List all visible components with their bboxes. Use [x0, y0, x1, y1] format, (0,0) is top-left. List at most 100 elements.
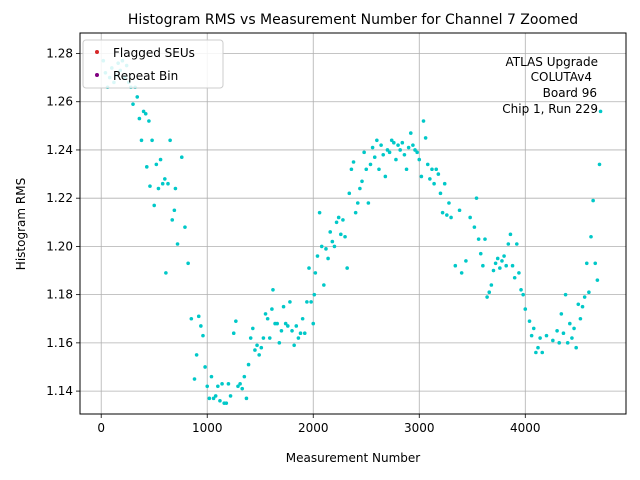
data-point — [311, 321, 316, 326]
data-point — [481, 263, 485, 268]
data-point — [491, 268, 496, 273]
data-point — [400, 140, 405, 145]
data-point — [364, 167, 369, 172]
data-point — [368, 162, 373, 167]
data-point — [561, 331, 566, 336]
data-point — [381, 152, 386, 157]
data-point — [536, 345, 540, 350]
data-point — [379, 143, 383, 147]
data-point — [483, 237, 487, 241]
data-point — [168, 138, 172, 143]
data-point — [392, 140, 396, 145]
data-point — [415, 150, 419, 155]
data-point — [141, 109, 146, 114]
data-point — [290, 329, 294, 333]
data-point — [248, 336, 253, 340]
data-point — [309, 300, 313, 304]
data-point — [406, 145, 411, 150]
data-point — [154, 162, 159, 167]
annotation-line-1: ATLAS Upgrade — [505, 55, 598, 69]
data-point — [504, 263, 509, 268]
data-point — [300, 316, 305, 321]
annotation-line-2: COLUTAv4 — [531, 70, 592, 84]
data-point — [358, 186, 362, 191]
data-point — [531, 326, 536, 331]
data-point — [521, 292, 525, 297]
data-point — [207, 396, 212, 401]
plot-frame — [79, 32, 627, 415]
data-point — [568, 321, 572, 326]
data-point — [255, 343, 259, 348]
data-point — [442, 181, 447, 186]
data-point — [355, 201, 360, 205]
data-point — [387, 150, 392, 155]
annotation-line-4: Chip 1, Run 229 — [502, 102, 598, 116]
data-point — [519, 288, 523, 292]
data-point — [322, 283, 326, 287]
data-point — [472, 225, 477, 229]
data-point — [226, 382, 231, 386]
data-point — [510, 263, 515, 268]
data-point — [464, 259, 468, 263]
data-point — [584, 261, 589, 266]
data-point — [408, 131, 413, 135]
data-point — [283, 321, 288, 326]
data-point — [326, 256, 330, 261]
data-point — [257, 353, 261, 357]
data-point — [144, 165, 149, 169]
data-point — [259, 345, 264, 350]
x-tick-label: 2000 — [298, 421, 329, 435]
data-point — [236, 384, 240, 389]
data-point — [529, 333, 534, 338]
data-point — [302, 331, 307, 336]
data-point — [275, 321, 280, 326]
y-tick-label: 1.14 — [46, 384, 73, 398]
data-point — [158, 157, 163, 162]
data-point — [332, 244, 337, 249]
data-point — [160, 181, 165, 186]
data-point — [396, 143, 400, 147]
data-point — [296, 336, 301, 340]
data-point — [238, 382, 242, 386]
legend-marker-repeat-bin — [95, 73, 99, 77]
data-point — [591, 198, 595, 203]
data-point — [189, 316, 194, 321]
run-annotation: ATLAS Upgrade COLUTAv4 Board 96 Chip 1, … — [502, 55, 598, 116]
y-tick-label: 1.18 — [46, 288, 73, 302]
data-point — [216, 384, 220, 389]
data-point — [286, 324, 290, 328]
data-point — [555, 329, 559, 333]
data-point — [498, 266, 502, 270]
data-point — [362, 150, 366, 155]
data-point — [385, 148, 390, 152]
data-point — [192, 377, 197, 381]
data-point — [574, 345, 578, 350]
data-point — [449, 215, 453, 220]
data-point — [459, 271, 464, 275]
data-point — [240, 386, 245, 391]
data-point — [398, 148, 402, 152]
data-point — [246, 362, 251, 367]
data-point — [523, 307, 528, 311]
data-point — [313, 271, 318, 275]
x-axis-label: Measurement Number — [286, 451, 420, 465]
data-point — [330, 239, 335, 244]
data-point — [244, 396, 249, 401]
data-point — [595, 278, 600, 282]
data-point — [425, 162, 430, 167]
data-point — [135, 95, 140, 99]
data-point — [372, 155, 377, 159]
data-point — [478, 251, 483, 256]
data-point — [312, 292, 317, 297]
data-point — [317, 210, 322, 215]
data-point — [211, 396, 216, 401]
data-point — [508, 232, 513, 237]
y-axis-label: Histogram RMS — [14, 178, 28, 270]
data-point — [476, 237, 481, 241]
data-point — [147, 119, 151, 123]
data-point — [279, 329, 284, 333]
grid-layer — [80, 33, 626, 414]
data-point — [383, 174, 388, 179]
data-point — [419, 174, 424, 179]
data-point — [502, 254, 506, 258]
